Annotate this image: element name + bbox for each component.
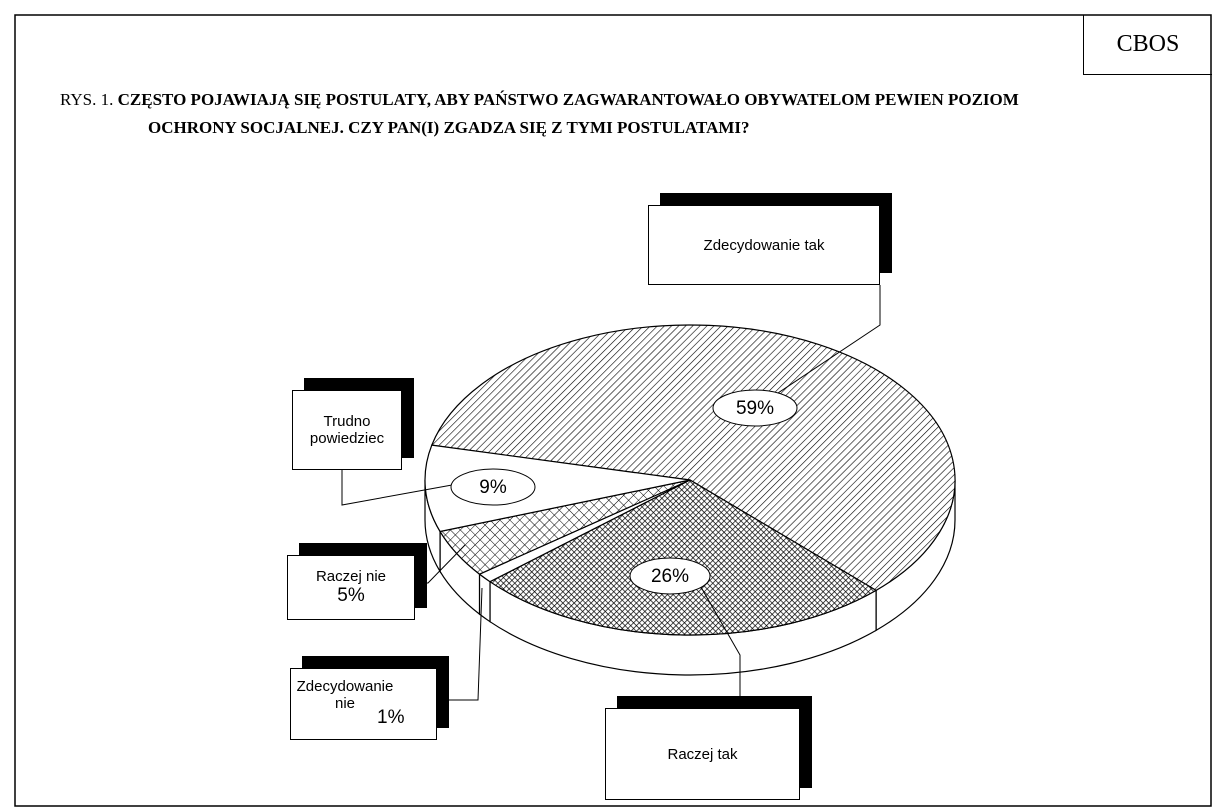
leader-line <box>689 567 741 708</box>
pie-slice <box>424 444 691 533</box>
label-box: Zdecydowanie nie 1% <box>290 668 437 740</box>
title-text: CZĘSTO POJAWIAJĄ SIĘ POSTULATY, ABY PAŃS… <box>117 90 1019 137</box>
value-label-bubble <box>450 468 536 506</box>
header: CBOS <box>1083 15 1212 75</box>
value-label-bubble <box>712 389 798 427</box>
leader-line <box>341 470 453 506</box>
label-box: Raczej nie 5% <box>287 555 415 620</box>
category-label: Zdecydowanie nie <box>296 678 394 712</box>
category-label: Zdecydowanie tak <box>703 236 825 254</box>
leader-line <box>437 587 483 701</box>
value-label: 1% <box>377 707 405 728</box>
value-label: 5% <box>337 585 365 606</box>
value-label: 9% <box>479 477 507 498</box>
category-label: Trudno powiedziec <box>309 413 385 447</box>
value-label: 26% <box>651 566 689 587</box>
category-label: Raczej tak <box>667 745 738 763</box>
value-label: 59% <box>736 398 774 419</box>
label-box: Raczej tak <box>605 708 800 800</box>
pie-slice <box>488 479 878 636</box>
value-label-bubble <box>629 557 711 595</box>
label-box: Trudno powiedziec <box>292 390 402 470</box>
category-label: Raczej nie <box>315 568 387 585</box>
chart-title: RYS. 1. CZĘSTO POJAWIAJĄ SIĘ POSTULATY, … <box>60 86 1090 142</box>
label-box: Zdecydowanie tak <box>648 205 880 285</box>
leader-line <box>415 544 466 584</box>
figure-label: RYS. 1. <box>60 90 114 109</box>
leader-line <box>759 285 881 406</box>
frame <box>14 14 1212 807</box>
pie: 59% 26% 9% <box>341 285 956 708</box>
pie-slice <box>430 324 956 592</box>
